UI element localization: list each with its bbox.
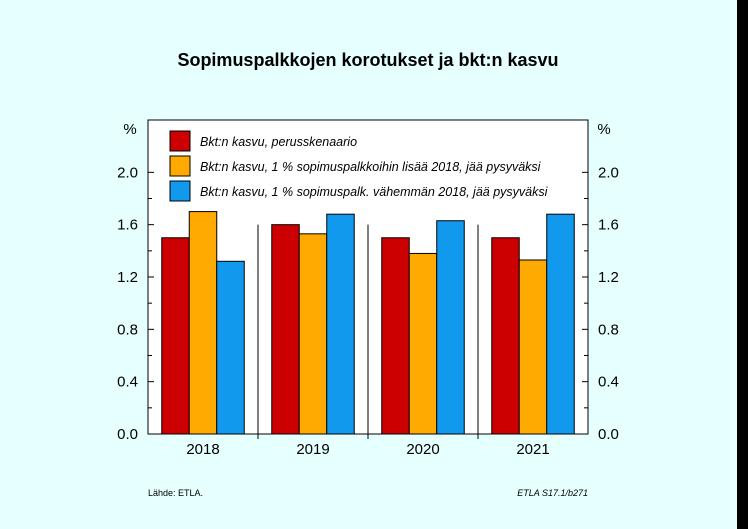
y-tick-label-right: 1.2: [598, 269, 619, 286]
y-tick-label-right: 2.0: [598, 164, 619, 181]
x-category-label: 2019: [296, 441, 329, 458]
x-category-label: 2020: [406, 441, 439, 458]
legend-label-decrease: Bkt:n kasvu, 1 % sopimuspalk. vähemmän 2…: [200, 185, 549, 199]
x-category-label: 2018: [186, 441, 219, 458]
bar-2019-series-3: [326, 213, 355, 435]
bar-2019-series-2: [298, 233, 328, 435]
y-tick-label-left: 1.2: [117, 269, 138, 286]
chart-code: ETLA S17.1/b271: [517, 488, 588, 498]
source-note: Lähde: ETLA.: [148, 488, 203, 498]
y-tick-label-left: 0.0: [117, 426, 138, 443]
bar-2018-series-2: [188, 211, 218, 435]
bars: [161, 211, 575, 439]
bar-2020-series-3: [436, 220, 465, 435]
legend-swatch-decrease: [169, 180, 191, 202]
bar-2018-series-1: [161, 237, 190, 435]
legend-swatch-baseline: [169, 130, 191, 152]
x-axis-categories: 2018 2019 2020 2021: [186, 441, 549, 458]
bar-2021-series-3: [546, 213, 575, 435]
bar-2020-series-2: [408, 252, 438, 435]
y-tick-label-right: 0.0: [598, 426, 619, 443]
bar-2019-series-1: [271, 224, 300, 435]
y-axis-label-left: %: [123, 121, 136, 138]
y-tick-label-left: 1.6: [117, 217, 138, 234]
y-tick-label-right: 1.6: [598, 217, 619, 234]
y-tick-label-right: 0.4: [598, 374, 619, 391]
legend: Bkt:n kasvu, perusskenaario Bkt:n kasvu,…: [169, 130, 549, 202]
legend-label-baseline: Bkt:n kasvu, perusskenaario: [200, 135, 357, 149]
bar-2021-series-1: [491, 237, 520, 435]
y-tick-label-right: 0.8: [598, 321, 619, 338]
chart-title: Sopimuspalkkojen korotukset ja bkt:n kas…: [177, 50, 558, 70]
legend-label-increase: Bkt:n kasvu, 1 % sopimuspalkkoihin lisää…: [200, 160, 542, 174]
x-category-label: 2021: [516, 441, 549, 458]
y-tick-label-left: 0.4: [117, 374, 138, 391]
bar-2018-series-3: [216, 260, 245, 435]
y-tick-label-left: 0.8: [117, 321, 138, 338]
y-tick-label-left: 2.0: [117, 164, 138, 181]
bar-2021-series-2: [518, 259, 548, 435]
axis-ticks: 0.0 0.0 0.4 0.4 0.8 0.8 1.2 1.2 1.6 1.6 2.0 2.0: [117, 164, 619, 443]
legend-swatch-increase: [169, 155, 191, 177]
bar-2020-series-1: [381, 237, 410, 435]
y-axis-label-right: %: [597, 121, 610, 138]
